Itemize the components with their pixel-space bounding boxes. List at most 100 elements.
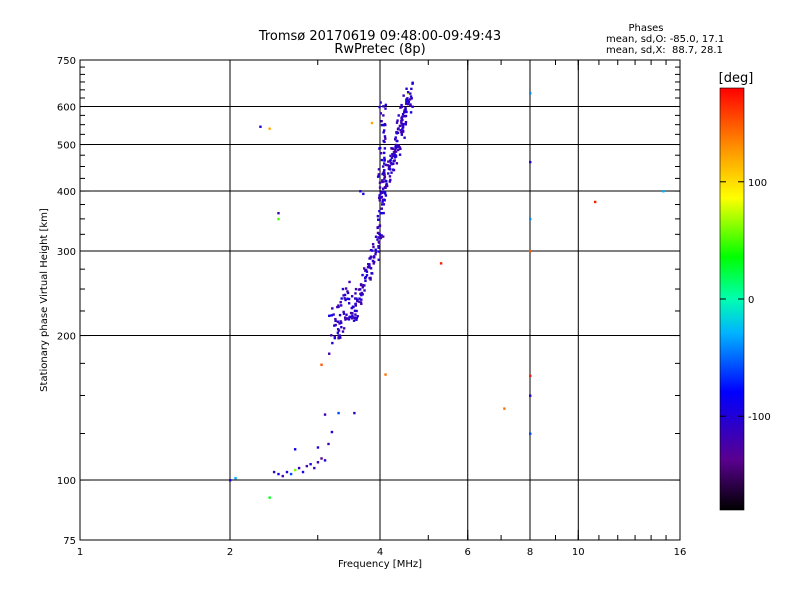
echo-point (277, 217, 280, 221)
echo-point (348, 315, 351, 319)
echo-point (378, 209, 381, 213)
echo-point (374, 235, 378, 238)
echo-point (330, 430, 334, 434)
echo-point (353, 411, 356, 415)
echo-point (339, 320, 342, 323)
echo-point (378, 194, 381, 197)
echo-point (359, 190, 362, 193)
echo-point (334, 319, 337, 323)
echo-point (529, 250, 532, 253)
echo-point (405, 110, 408, 114)
echo-point (377, 250, 380, 253)
echo-point (320, 457, 323, 460)
echo-point (370, 255, 373, 259)
echo-point (410, 97, 413, 100)
echo-point (348, 280, 351, 284)
echo-point (376, 214, 380, 218)
echo-point (339, 300, 342, 304)
echo-point (376, 226, 379, 230)
echo-point (396, 145, 399, 149)
echo-point (409, 95, 413, 98)
echo-point (340, 321, 343, 325)
y-tick-label: 300 (57, 247, 76, 258)
echo-point (402, 122, 405, 126)
echo-point (378, 199, 381, 202)
x-tick-label: 4 (377, 547, 383, 558)
echo-point (405, 98, 408, 101)
echo-point (342, 312, 346, 315)
echo-point (383, 171, 386, 175)
echo-point (409, 104, 412, 107)
y-tick-label: 600 (57, 103, 76, 114)
echo-point (380, 212, 383, 215)
echo-point (301, 470, 305, 474)
colorbar-tick-label: 0 (748, 295, 754, 306)
echo-points (229, 81, 665, 499)
echo-point (371, 259, 375, 263)
echo-point (337, 304, 340, 307)
chart-subtitle: RwPretec (8p) (334, 42, 425, 57)
echo-point (396, 128, 400, 131)
echo-point (355, 297, 358, 300)
echo-point (374, 250, 378, 253)
echo-point (350, 317, 353, 320)
echo-point (323, 413, 327, 416)
echo-point (394, 138, 397, 141)
colorbar-tick-label: 100 (748, 178, 767, 189)
echo-point (382, 211, 385, 215)
echo-point (353, 316, 357, 319)
x-tick-label: 10 (572, 547, 585, 558)
echo-point (382, 114, 385, 117)
echo-point (388, 175, 392, 178)
y-tick-labels: 75 100 200 300 400 500 600 750 (57, 56, 76, 547)
echo-point (403, 136, 406, 139)
y-axis-title: Stationary phase Virtual Height [km] (39, 208, 50, 392)
echo-point (405, 100, 408, 104)
echo-point (392, 151, 396, 154)
echo-point (337, 305, 340, 309)
echo-point (384, 179, 388, 183)
echo-point (378, 186, 382, 189)
echo-point (359, 283, 363, 286)
echo-point (393, 159, 396, 162)
echo-point (334, 317, 337, 321)
y-tick-label: 75 (63, 536, 76, 547)
echo-point (404, 114, 408, 118)
echo-point (401, 115, 404, 118)
echo-point (381, 172, 384, 176)
echo-point (333, 335, 336, 338)
echo-point (398, 146, 401, 149)
echo-point (369, 278, 372, 281)
echo-point (352, 319, 356, 322)
echo-point (337, 334, 340, 337)
echo-point (259, 125, 262, 128)
echo-point (388, 164, 391, 168)
echo-point (377, 218, 380, 221)
plot-frame (79, 59, 681, 541)
echo-point (387, 172, 390, 175)
echo-point (350, 295, 354, 298)
echo-point (268, 127, 271, 130)
echo-point (410, 87, 413, 91)
echo-point (409, 92, 412, 95)
echo-point (403, 114, 406, 118)
echo-point (297, 466, 301, 470)
echo-point (331, 307, 334, 310)
echo-point (383, 175, 387, 179)
echo-point (383, 156, 386, 160)
echo-point (328, 314, 331, 318)
echo-point (277, 212, 280, 215)
echo-point (289, 472, 293, 476)
echo-point (380, 234, 383, 237)
echo-point (382, 105, 385, 108)
echo-point (349, 311, 353, 315)
echo-point (401, 112, 405, 116)
colorbar-tick-label: -100 (748, 412, 771, 423)
echo-point (400, 121, 403, 125)
echo-point (381, 165, 385, 168)
echo-point (363, 289, 366, 292)
echo-point (362, 267, 366, 270)
echo-point (529, 217, 532, 221)
echo-point (407, 99, 410, 102)
echo-point (382, 131, 385, 134)
